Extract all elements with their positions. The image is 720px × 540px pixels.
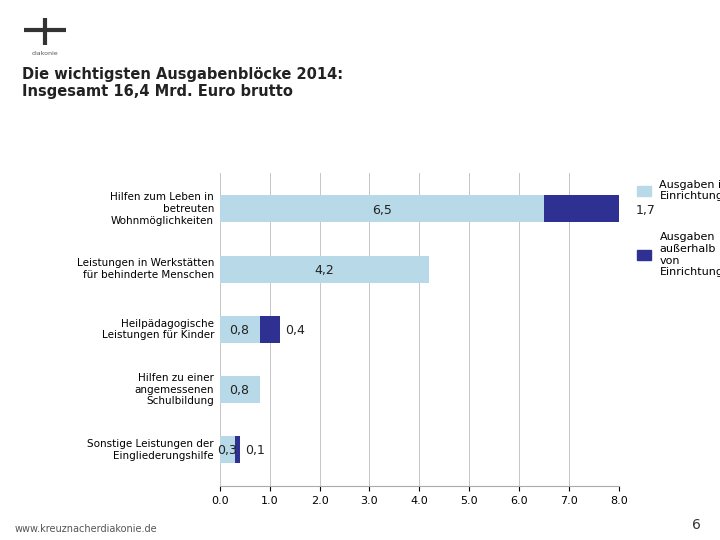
Text: Stiftung kreuznacher diakonie: Stiftung kreuznacher diakonie (692, 234, 701, 370)
Bar (220, 195, 544, 222)
Text: www.kreuznacherdiakonie.de: www.kreuznacherdiakonie.de (14, 523, 157, 534)
Text: 0,4: 0,4 (286, 324, 305, 337)
Bar (220, 316, 260, 343)
Text: diakonie: diakonie (32, 51, 58, 56)
Bar (220, 376, 260, 403)
Text: 6,5: 6,5 (372, 204, 392, 217)
Text: 1,7: 1,7 (635, 204, 655, 217)
Text: 0,3: 0,3 (217, 444, 237, 457)
Legend: Ausgaben in
Einrichtungen, Ausgaben
außerhalb
von
Einrichtungen: Ausgaben in Einrichtungen, Ausgaben auße… (633, 175, 720, 282)
Bar (235, 436, 240, 463)
Bar (220, 436, 235, 463)
Text: 0,8: 0,8 (230, 324, 250, 337)
Bar (220, 255, 429, 283)
Bar (260, 316, 279, 343)
Text: 0,8: 0,8 (230, 384, 250, 397)
Text: 4,2: 4,2 (315, 264, 334, 277)
Text: Ausgaben – Ausgabeblöcke der Egh: Ausgaben – Ausgabeblöcke der Egh (194, 21, 612, 41)
Bar (544, 195, 629, 222)
Text: 6: 6 (692, 518, 701, 532)
Text: Die wichtigsten Ausgabenblöcke 2014:: Die wichtigsten Ausgabenblöcke 2014: (22, 68, 343, 83)
Text: Insgesamt 16,4 Mrd. Euro brutto: Insgesamt 16,4 Mrd. Euro brutto (22, 84, 292, 99)
Text: 0,1: 0,1 (246, 444, 266, 457)
